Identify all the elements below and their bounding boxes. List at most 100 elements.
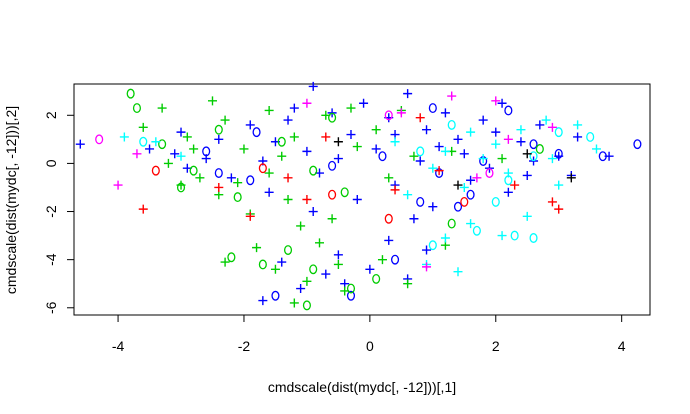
point-circle xyxy=(277,136,286,147)
point-plus xyxy=(409,151,419,161)
point-circle xyxy=(158,139,167,150)
point-plus xyxy=(440,146,450,156)
point-circle xyxy=(252,127,261,138)
point-circle xyxy=(176,182,186,193)
point-plus xyxy=(119,132,129,142)
point-circle xyxy=(633,139,642,150)
point-plus xyxy=(283,195,293,204)
point-circle xyxy=(390,254,400,265)
point-plus xyxy=(151,137,161,147)
point-plus xyxy=(377,255,387,265)
point-plus xyxy=(390,185,400,195)
point-plus xyxy=(384,235,394,245)
point-plus xyxy=(491,139,501,149)
point-plus xyxy=(333,137,343,147)
point-plus xyxy=(547,197,557,207)
point-plus xyxy=(497,154,507,164)
point-plus xyxy=(289,298,299,308)
point-plus xyxy=(157,103,167,113)
point-circle xyxy=(258,163,267,174)
point-plus xyxy=(145,144,155,154)
point-plus xyxy=(226,173,236,183)
point-circle xyxy=(428,103,437,114)
point-plus xyxy=(352,142,362,152)
point-plus xyxy=(522,170,532,180)
plot-box xyxy=(73,83,651,316)
point-plus xyxy=(189,144,199,154)
point-plus xyxy=(333,154,343,164)
y-tick-label: -2 xyxy=(43,205,59,218)
point-plus xyxy=(522,211,532,221)
point-plus xyxy=(459,182,469,192)
point-plus xyxy=(535,120,545,130)
point-plus xyxy=(195,173,205,183)
x-tick-label: 2 xyxy=(492,338,500,354)
point-plus xyxy=(503,187,513,197)
point-plus xyxy=(497,231,507,241)
point-plus xyxy=(371,125,381,135)
y-tick-label: 2 xyxy=(43,111,59,119)
point-plus xyxy=(113,180,123,190)
point-plus xyxy=(491,127,501,137)
point-plus xyxy=(434,142,444,152)
point-circle xyxy=(202,146,211,157)
point-plus xyxy=(245,120,255,130)
point-circle xyxy=(346,283,356,294)
point-circle xyxy=(151,165,160,176)
point-circle xyxy=(378,151,387,162)
point-plus xyxy=(510,180,520,190)
point-plus xyxy=(447,91,457,101)
point-plus xyxy=(214,134,224,144)
point-plus xyxy=(403,190,413,200)
point-plus xyxy=(573,132,583,142)
point-plus xyxy=(390,137,400,147)
point-circle xyxy=(384,213,393,224)
point-circle xyxy=(447,119,456,130)
point-plus xyxy=(75,139,85,149)
point-plus xyxy=(321,269,331,279)
point-plus xyxy=(308,81,318,91)
x-tick-label: -4 xyxy=(112,338,125,354)
point-plus xyxy=(289,103,299,113)
point-plus xyxy=(516,125,526,135)
point-plus xyxy=(566,173,576,183)
point-circle xyxy=(504,175,513,186)
point-circle xyxy=(340,187,349,198)
point-plus xyxy=(302,98,312,108)
point-plus xyxy=(220,257,230,267)
point-plus xyxy=(346,130,356,140)
point-plus xyxy=(541,115,551,125)
point-plus xyxy=(233,178,243,188)
point-plus xyxy=(415,113,425,123)
point-plus xyxy=(176,151,186,161)
point-circle xyxy=(302,300,311,311)
point-plus xyxy=(170,149,180,159)
point-plus xyxy=(403,279,413,289)
point-circle xyxy=(309,165,318,176)
point-circle xyxy=(472,225,481,236)
point-plus xyxy=(497,98,507,108)
point-plus xyxy=(333,259,343,269)
point-circle xyxy=(416,196,425,207)
point-plus xyxy=(422,262,432,272)
point-circle xyxy=(346,290,356,301)
point-plus xyxy=(453,267,463,277)
point-circle xyxy=(233,192,242,203)
point-plus xyxy=(403,89,413,99)
point-circle xyxy=(139,136,148,147)
x-axis: -4 -2 0 2 4 xyxy=(112,314,626,354)
point-circle xyxy=(453,201,463,212)
point-plus xyxy=(346,103,356,113)
point-circle xyxy=(384,110,393,121)
point-plus xyxy=(264,105,274,115)
point-plus xyxy=(466,127,476,137)
point-plus xyxy=(384,173,394,183)
point-plus xyxy=(459,149,469,159)
point-circle xyxy=(372,273,381,284)
point-circle xyxy=(246,175,255,186)
point-plus xyxy=(422,125,432,135)
y-tick-label: -6 xyxy=(43,301,59,314)
x-axis-label: cmdscale(dist(mydc[, -12]))[,1] xyxy=(268,379,456,395)
point-circle xyxy=(529,151,538,162)
